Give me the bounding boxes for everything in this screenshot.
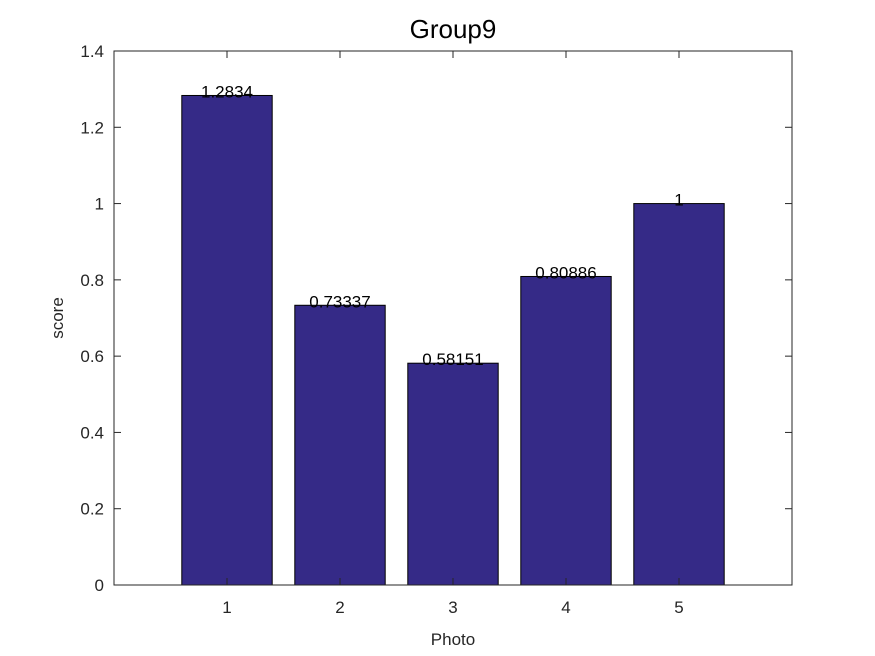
data-label: 0.58151 (422, 350, 483, 369)
y-tick-label: 0.2 (80, 500, 104, 519)
x-tick-label: 3 (448, 598, 457, 617)
x-axis-label: Photo (431, 630, 475, 649)
x-tick-label: 1 (222, 598, 231, 617)
chart-title: Group9 (410, 14, 497, 44)
y-tick-label: 0 (95, 576, 104, 595)
y-tick-label: 1.2 (80, 118, 104, 137)
y-axis-label: score (48, 297, 67, 339)
y-tick-label: 1.4 (80, 42, 104, 61)
bar (520, 275, 612, 586)
x-tick-label: 5 (674, 598, 683, 617)
data-label: 1 (674, 191, 683, 210)
x-tick-label: 2 (335, 598, 344, 617)
bar (407, 362, 499, 586)
bar (181, 94, 273, 586)
data-label: 0.73337 (309, 292, 370, 311)
data-label: 0.80886 (535, 263, 596, 282)
data-label: 1.2834 (201, 82, 253, 101)
bar (633, 203, 725, 586)
y-tick-label: 1 (95, 195, 104, 214)
x-tick-label: 4 (561, 598, 570, 617)
y-tick-label: 0.6 (80, 347, 104, 366)
y-tick-label: 0.8 (80, 271, 104, 290)
bar (294, 304, 386, 586)
y-tick-label: 0.4 (80, 423, 104, 442)
